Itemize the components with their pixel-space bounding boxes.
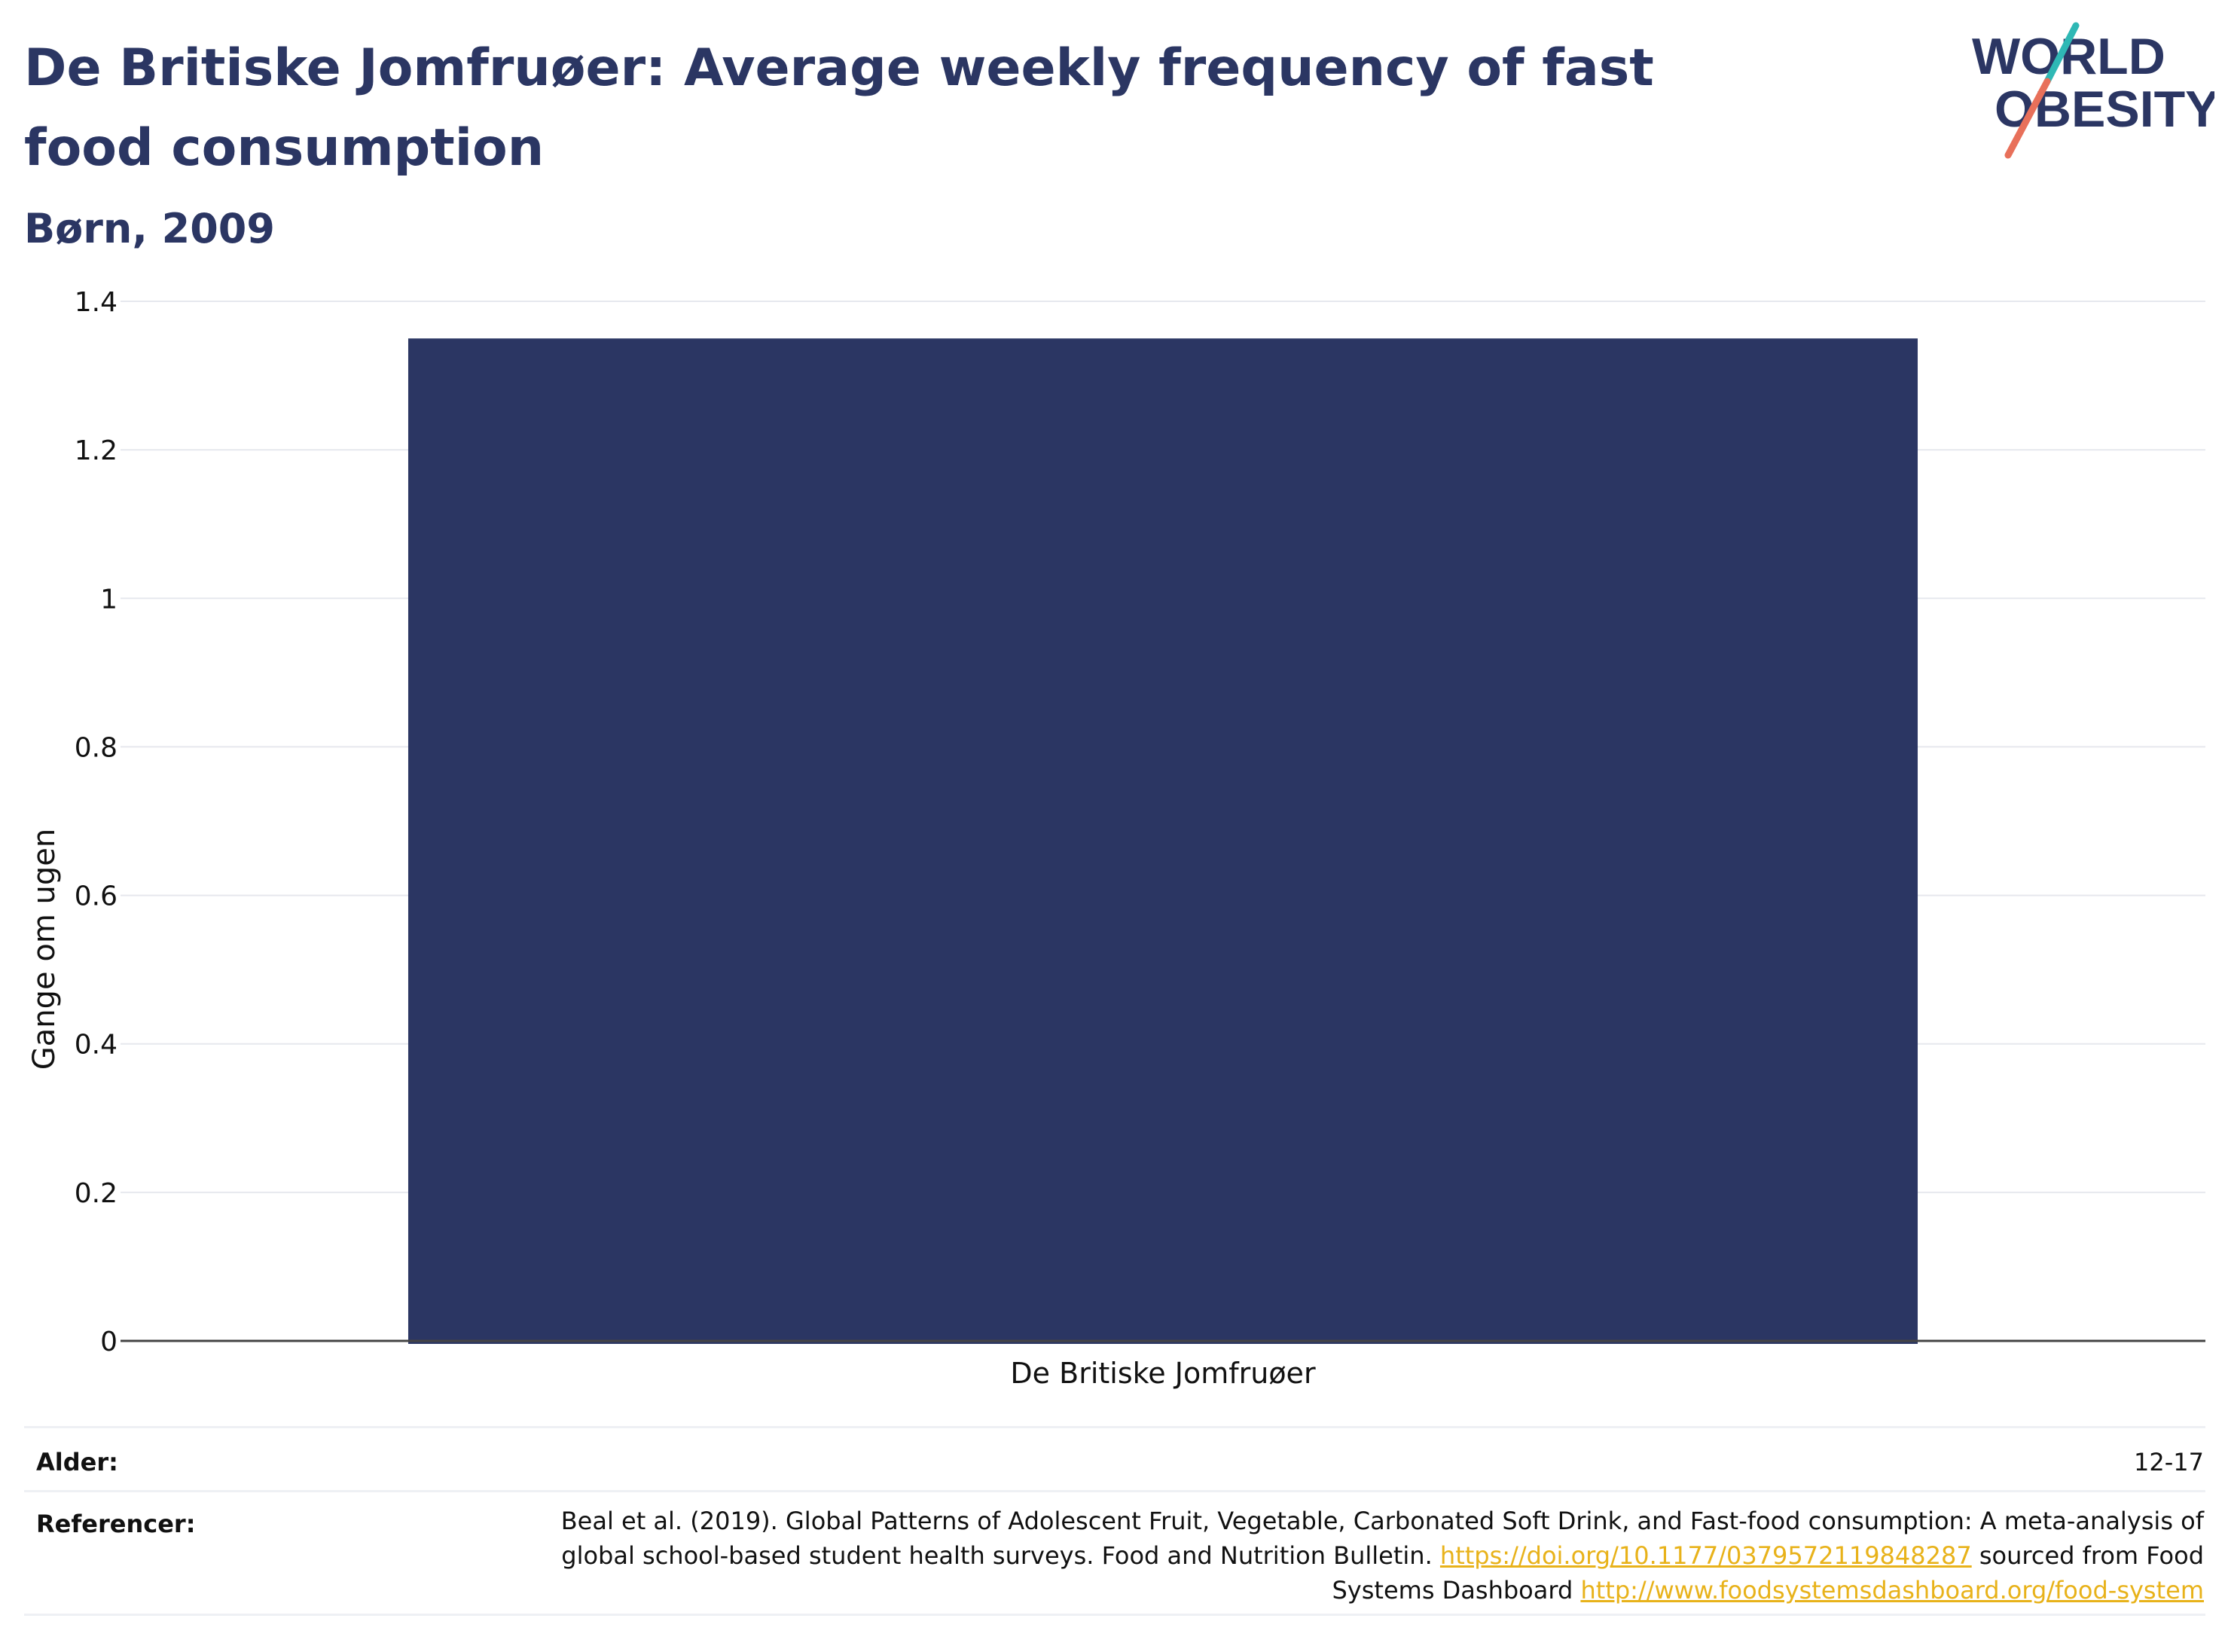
bar[interactable] <box>407 338 1918 1345</box>
y-tick-label: 1 <box>100 584 118 615</box>
references-label: Referencer: <box>36 1510 196 1538</box>
y-tick-labels: 0 0.2 0.4 0.6 0.8 1 1.2 1.4 <box>75 287 118 1357</box>
bars <box>407 338 1918 1345</box>
reference-source: sourced from Food Systems Dashboard <box>1332 1541 2204 1605</box>
logo-slash-teal <box>2043 22 2080 85</box>
reference-text: Beal et al. (2019). Global Patterns of A… <box>547 1504 2204 1608</box>
bar-chart: 0 0.2 0.4 0.6 0.8 1 1.2 1.4 De Britiske Jomfruø… <box>27 287 2205 1390</box>
y-tick-label: 0.8 <box>75 732 118 763</box>
x-tick-labels: De Britiske Jomfruøer <box>1010 1357 1316 1390</box>
age-value: 12-17 <box>2134 1448 2204 1476</box>
y-tick-label: 0 <box>100 1327 118 1357</box>
y-tick-label: 0.6 <box>75 881 118 912</box>
footer-divider-middle <box>24 1490 2205 1492</box>
footer-divider-bottom <box>24 1614 2205 1616</box>
y-axis-title: Gange om ugen <box>27 829 62 1070</box>
footer-divider-top <box>24 1426 2205 1428</box>
y-tick-label: 0.4 <box>75 1030 118 1061</box>
reference-doi-link[interactable]: https://doi.org/10.1177/0379572119848287 <box>1439 1541 1972 1570</box>
chart-title: De Britiske Jomfruøer: Average weekly fr… <box>24 38 1654 178</box>
y-tick-label: 1.2 <box>75 435 118 466</box>
age-label: Alder: <box>36 1448 118 1476</box>
logo-slash-coral <box>2004 78 2051 159</box>
x-tick-label: De Britiske Jomfruøer <box>1010 1357 1316 1390</box>
world-obesity-logo: WORLD OBESITY <box>1972 22 2214 159</box>
y-tick-label: 0.2 <box>75 1178 118 1209</box>
reference-citation: Beal et al. (2019). Global Patterns of A… <box>560 1507 2204 1570</box>
y-tick-label: 1.4 <box>75 287 118 318</box>
reference-dashboard-link[interactable]: http://www.foodsystemsdashboard.org/food… <box>1580 1576 2204 1605</box>
chart-subtitle: Børn, 2009 <box>24 205 275 252</box>
